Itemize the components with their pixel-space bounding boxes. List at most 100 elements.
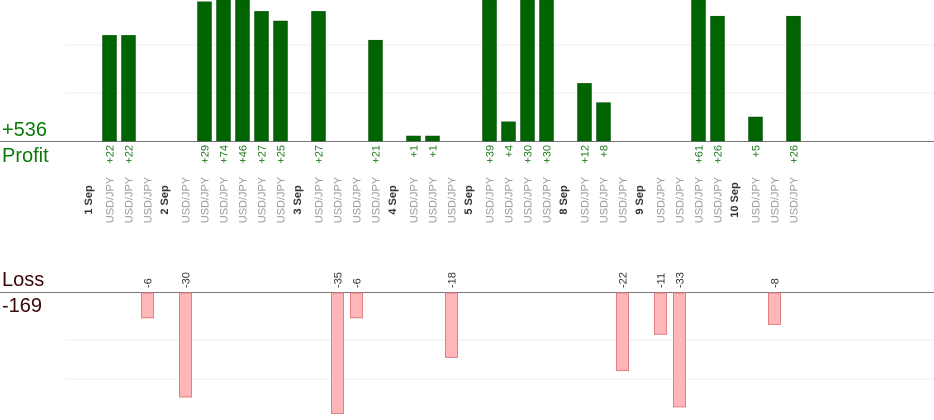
loss-value-label: -35: [333, 272, 345, 288]
profit-bar: [520, 0, 535, 142]
profit-bar: [482, 0, 497, 142]
profit-bar: [748, 116, 763, 142]
loss-bar: [654, 292, 667, 335]
profit-bar: [216, 0, 231, 142]
loss-bar: [673, 292, 686, 408]
profit-bar: [102, 35, 117, 142]
profit-bar: [235, 0, 250, 142]
bars-layer: [102, 0, 801, 414]
profit-total: +536: [2, 119, 48, 141]
symbol-tick-label: USD/JPY: [542, 176, 554, 223]
profit-bar: [501, 121, 516, 142]
loss-value-label: -11: [656, 273, 668, 288]
profit-bar: [254, 11, 269, 142]
loss-bar: [768, 292, 781, 325]
symbol-tick-label: USD/JPY: [333, 176, 345, 223]
symbol-tick-label: USD/JPY: [618, 176, 630, 223]
date-tick-label: 4 Sep: [387, 185, 399, 215]
profit-bar: [368, 39, 383, 142]
profit-bar: [691, 0, 706, 142]
symbol-tick-label: USD/JPY: [219, 176, 231, 223]
loss-bar: [445, 292, 458, 358]
profit-value-label: +29: [200, 145, 212, 164]
loss-bar: [141, 292, 154, 319]
symbol-tick-label: USD/JPY: [675, 176, 687, 223]
symbol-tick-label: USD/JPY: [143, 176, 155, 223]
loss-value-label: -22: [618, 272, 630, 288]
profit-value-label: +1: [428, 145, 440, 158]
date-tick-label: 5 Sep: [463, 185, 475, 215]
date-tick-label: 1 Sep: [83, 185, 95, 215]
symbol-tick-label: USD/JPY: [523, 176, 535, 223]
symbol-tick-label: USD/JPY: [656, 176, 668, 223]
profit-value-label: +61: [694, 145, 706, 164]
symbol-tick-label: USD/JPY: [504, 176, 516, 223]
symbol-tick-label: USD/JPY: [105, 176, 117, 223]
profit-bar: [539, 0, 554, 142]
loss-value-label: -8: [770, 278, 782, 288]
loss-bar: [179, 292, 192, 398]
symbol-tick-label: USD/JPY: [770, 176, 782, 223]
loss-value-label: -33: [675, 272, 687, 288]
profit-bar: [596, 102, 611, 142]
profit-value-label: +27: [257, 145, 269, 164]
profit-value-label: +1: [409, 145, 421, 158]
symbol-tick-label: USD/JPY: [314, 176, 326, 223]
date-tick-label: 2 Sep: [159, 185, 171, 215]
symbol-tick-label: USD/JPY: [599, 176, 611, 223]
profit-bar: [710, 15, 725, 142]
profit-value-label: +21: [371, 145, 383, 164]
profit-bar: [786, 15, 801, 142]
symbol-tick-label: USD/JPY: [751, 176, 763, 223]
profit-value-label: +46: [238, 145, 250, 164]
profit-label: Profit: [2, 145, 49, 167]
loss-bar: [331, 292, 344, 414]
profit-value-label: +12: [580, 145, 592, 164]
symbol-tick-label: USD/JPY: [276, 176, 288, 223]
profit-bar: [197, 1, 212, 142]
profit-value-label: +22: [105, 145, 117, 164]
profit-value-label: +27: [314, 145, 326, 164]
loss-value-label: -18: [447, 272, 459, 288]
symbol-tick-label: USD/JPY: [409, 176, 421, 223]
symbol-tick-label: USD/JPY: [352, 176, 364, 223]
date-tick-label: 3 Sep: [292, 185, 304, 215]
loss-value-label: -6: [352, 278, 364, 288]
symbol-tick-label: USD/JPY: [447, 176, 459, 223]
profit-value-label: +74: [219, 145, 231, 164]
profit-value-label: +8: [599, 145, 611, 158]
profit-bar: [425, 135, 440, 142]
symbol-tick-label: USD/JPY: [428, 176, 440, 223]
loss-label: Loss: [2, 269, 45, 291]
loss-value-label: -6: [143, 278, 155, 288]
symbol-tick-label: USD/JPY: [789, 176, 801, 223]
symbol-tick-label: USD/JPY: [713, 176, 725, 223]
profit-bar: [406, 135, 421, 142]
loss-total: -169: [2, 295, 43, 317]
labels-layer: 1 Sep USD/JPY +22 USD/JPY +22 USD/JPY -6 2 Sep U…: [83, 145, 801, 288]
profit-bar: [311, 11, 326, 142]
profit-value-label: +30: [523, 145, 535, 164]
symbol-tick-label: USD/JPY: [371, 176, 383, 223]
symbol-tick-label: USD/JPY: [257, 176, 269, 223]
profit-bar: [273, 20, 288, 142]
loss-value-label: -30: [181, 272, 193, 288]
profit-value-label: +22: [124, 145, 136, 164]
profit-bar: [577, 83, 592, 142]
symbol-tick-label: USD/JPY: [694, 176, 706, 223]
symbol-tick-label: USD/JPY: [124, 176, 136, 223]
symbol-tick-label: USD/JPY: [485, 176, 497, 223]
loss-bar: [616, 292, 629, 372]
profit-value-label: +39: [485, 145, 497, 164]
date-tick-label: 9 Sep: [634, 185, 646, 215]
loss-bar: [350, 292, 363, 319]
profit-bar: [121, 35, 136, 142]
date-tick-label: 10 Sep: [729, 182, 741, 218]
profit-value-label: +26: [789, 145, 801, 164]
symbol-tick-label: USD/JPY: [238, 176, 250, 223]
profit-value-label: +4: [504, 145, 516, 158]
symbol-tick-label: USD/JPY: [580, 176, 592, 223]
symbol-tick-label: USD/JPY: [181, 176, 193, 223]
profit-value-label: +26: [713, 145, 725, 164]
